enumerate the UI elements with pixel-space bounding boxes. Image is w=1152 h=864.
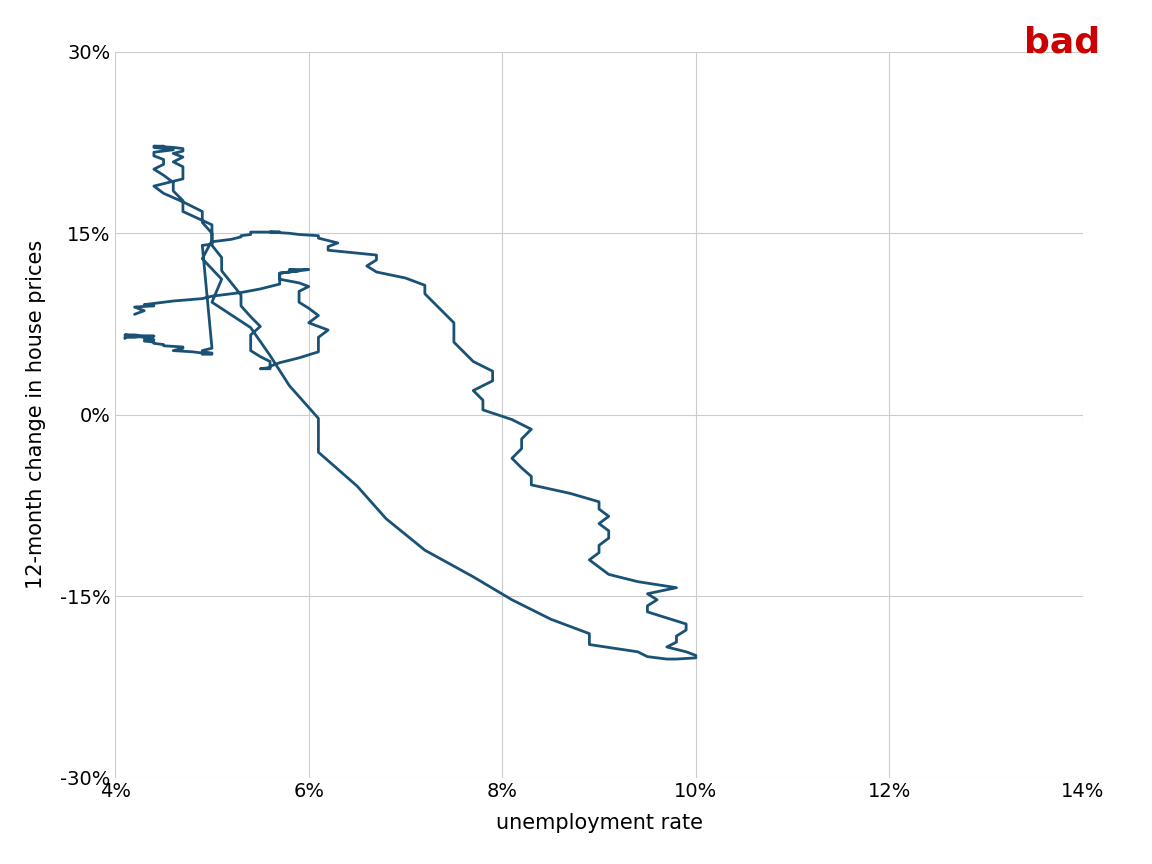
Y-axis label: 12-month change in house prices: 12-month change in house prices (25, 240, 46, 589)
Text: bad: bad (1024, 26, 1100, 60)
X-axis label: unemployment rate: unemployment rate (495, 812, 703, 833)
